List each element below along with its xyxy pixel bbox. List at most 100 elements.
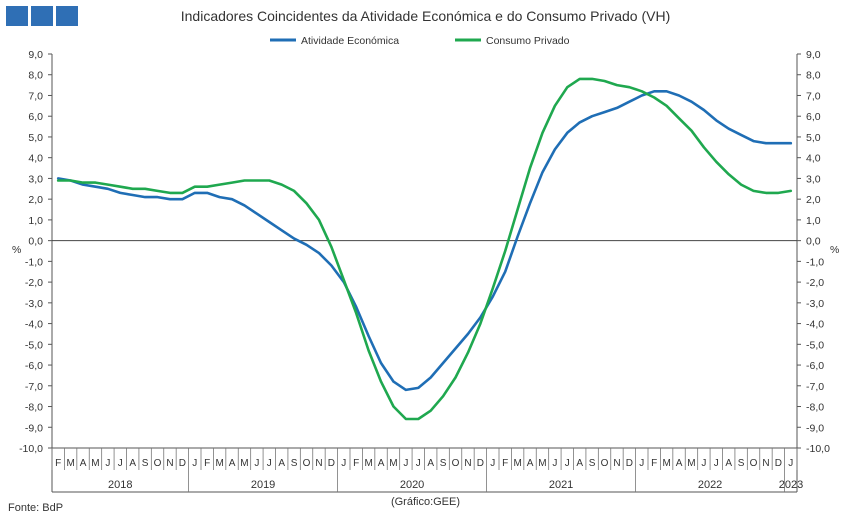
month-label: J — [118, 458, 123, 469]
month-label: A — [527, 458, 534, 469]
y-tick-label-right: 8,0 — [806, 70, 821, 82]
month-label: F — [502, 458, 508, 469]
month-label: D — [775, 458, 782, 469]
y-axis-title-right: % — [830, 244, 839, 256]
month-label: S — [142, 458, 149, 469]
y-tick-label-right: 3,0 — [806, 173, 821, 185]
month-label: M — [215, 458, 223, 469]
chart-credit: (Gráfico:GEE) — [390, 496, 461, 508]
y-tick-label-left: -3,0 — [25, 298, 43, 310]
chart-title: Indicadores Coincidentes da Atividade Ec… — [180, 8, 671, 24]
year-label: 2019 — [251, 479, 275, 491]
month-label: A — [378, 458, 385, 469]
y-tick-label-right: 9,0 — [806, 49, 821, 61]
y-tick-label-right: 0,0 — [806, 236, 821, 248]
month-label: M — [538, 458, 546, 469]
y-tick-label-left: -8,0 — [25, 402, 43, 414]
month-label: O — [452, 458, 460, 469]
y-tick-label-right: 5,0 — [806, 132, 821, 144]
legend-label: Atividade Económica — [301, 35, 399, 47]
month-label: J — [490, 458, 495, 469]
month-label: S — [589, 458, 596, 469]
y-tick-label-right: 6,0 — [806, 111, 821, 123]
y-tick-label-right: -6,0 — [806, 360, 824, 372]
year-label: 2020 — [400, 479, 424, 491]
month-label: A — [725, 458, 732, 469]
month-label: J — [416, 458, 421, 469]
month-label: F — [55, 458, 61, 469]
month-label: O — [601, 458, 609, 469]
month-label: A — [278, 458, 285, 469]
y-tick-label-left: 0,0 — [28, 236, 43, 248]
month-label: A — [129, 458, 136, 469]
y-tick-label-right: -5,0 — [806, 339, 824, 351]
month-label: M — [687, 458, 695, 469]
series-line-consumo-privado — [56, 77, 793, 421]
year-label: 2023 — [779, 479, 803, 491]
y-axis-title-left: % — [12, 244, 21, 256]
month-label: N — [762, 458, 769, 469]
y-tick-label-left: -5,0 — [25, 339, 43, 351]
y-tick-label-left: 8,0 — [28, 70, 43, 82]
month-label: O — [154, 458, 162, 469]
legend-label: Consumo Privado — [486, 35, 570, 47]
y-tick-label-left: 5,0 — [28, 132, 43, 144]
y-tick-label-left: -7,0 — [25, 381, 43, 393]
logo-block-1 — [6, 6, 28, 26]
month-label: J — [552, 458, 557, 469]
source-note: Fonte: BdP — [8, 502, 64, 514]
y-tick-label-right: 4,0 — [806, 153, 821, 165]
y-tick-label-right: 1,0 — [806, 215, 821, 227]
month-label: D — [179, 458, 186, 469]
month-label: S — [440, 458, 447, 469]
month-label: F — [651, 458, 657, 469]
month-label: O — [750, 458, 758, 469]
month-label: N — [315, 458, 322, 469]
month-label: D — [477, 458, 484, 469]
month-label: M — [240, 458, 248, 469]
month-label: D — [626, 458, 633, 469]
logo-block-3 — [56, 6, 78, 26]
month-label: J — [565, 458, 570, 469]
month-label: F — [204, 458, 210, 469]
month-label: M — [91, 458, 99, 469]
y-tick-label-left: 4,0 — [28, 153, 43, 165]
month-label: D — [328, 458, 335, 469]
y-tick-label-left: 3,0 — [28, 173, 43, 185]
y-tick-label-left: 7,0 — [28, 90, 43, 102]
y-tick-label-left: 6,0 — [28, 111, 43, 123]
y-tick-label-left: -6,0 — [25, 360, 43, 372]
month-label: J — [254, 458, 259, 469]
month-label: J — [341, 458, 346, 469]
month-label: J — [105, 458, 110, 469]
month-label: J — [403, 458, 408, 469]
month-label: N — [464, 458, 471, 469]
month-label: M — [513, 458, 521, 469]
month-label: J — [788, 458, 793, 469]
y-tick-label-left: -2,0 — [25, 277, 43, 289]
y-tick-label-right: -4,0 — [806, 319, 824, 331]
y-tick-label-right: 7,0 — [806, 90, 821, 102]
month-label: M — [389, 458, 397, 469]
month-label: O — [303, 458, 311, 469]
y-tick-label-left: 9,0 — [28, 49, 43, 61]
month-label: A — [676, 458, 683, 469]
y-tick-label-left: 2,0 — [28, 194, 43, 206]
month-label: S — [738, 458, 745, 469]
y-tick-label-right: -1,0 — [806, 256, 824, 268]
month-label: A — [80, 458, 87, 469]
month-label: N — [166, 458, 173, 469]
y-tick-label-right: -2,0 — [806, 277, 824, 289]
month-label: F — [353, 458, 359, 469]
month-label: A — [427, 458, 434, 469]
year-label: 2021 — [549, 479, 573, 491]
y-tick-label-right: 2,0 — [806, 194, 821, 206]
y-tick-label-left: -9,0 — [25, 422, 43, 434]
logo-block-2 — [31, 6, 53, 26]
month-label: J — [701, 458, 706, 469]
year-label: 2018 — [108, 479, 132, 491]
y-tick-label-right: -7,0 — [806, 381, 824, 393]
y-tick-label-right: -9,0 — [806, 422, 824, 434]
month-label: M — [364, 458, 372, 469]
y-tick-label-right: -8,0 — [806, 402, 824, 414]
